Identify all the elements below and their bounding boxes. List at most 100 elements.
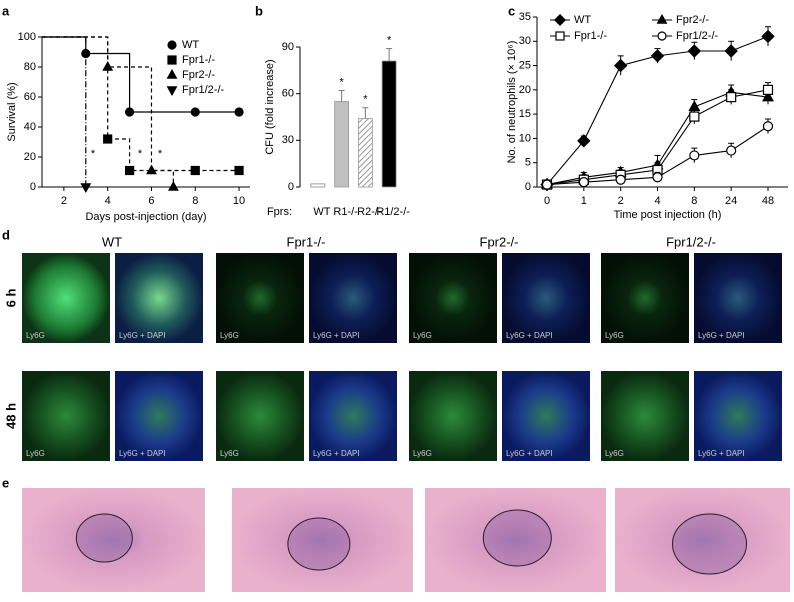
micrograph [502, 253, 590, 343]
micrograph [694, 253, 782, 343]
x-tick-label: 48 [762, 195, 774, 207]
legend-label: Fpr2-/- [182, 69, 215, 81]
image-label: Ly6G [413, 449, 432, 458]
marker [724, 44, 738, 58]
lesion-outline [75, 513, 133, 563]
x-tick-label: 2 [618, 195, 624, 207]
y-axis-label: CFU (fold increase) [264, 59, 276, 154]
row-label: 48 h [3, 403, 18, 429]
micrograph [601, 371, 689, 461]
marker [146, 164, 157, 175]
image-label: Ly6G + DAPI [698, 449, 745, 458]
x-tick-label: R1/2-/- [376, 206, 410, 218]
annotation: * [387, 34, 392, 46]
marker [167, 40, 177, 50]
y-tick-label: 90 [282, 41, 294, 53]
marker [190, 107, 200, 117]
lesion-outline [482, 509, 552, 567]
micrograph [309, 253, 397, 343]
x-prefix: Fprs: [267, 206, 292, 218]
marker [726, 145, 737, 156]
x-tick-label: 0 [544, 195, 550, 207]
image-label: Ly6G [26, 449, 45, 458]
y-axis-label: Survival (%) [6, 82, 18, 141]
micrograph [115, 253, 203, 343]
image-label: Ly6G + DAPI [119, 449, 166, 458]
marker [615, 174, 626, 185]
x-tick-label: 4 [105, 195, 111, 207]
marker [234, 165, 244, 176]
y-tick-label: 20 [24, 151, 36, 163]
y-tick-label: 30 [519, 35, 531, 47]
y-tick-label: 100 [18, 31, 36, 43]
marker [167, 55, 177, 65]
micrograph [115, 371, 203, 461]
annotation: * [138, 148, 143, 160]
legend-label: WT [574, 14, 591, 26]
marker [726, 92, 737, 103]
x-tick-label: 2 [61, 195, 67, 207]
image-label: Ly6G [605, 331, 624, 340]
annotation: * [363, 94, 368, 106]
marker [541, 179, 553, 190]
panel-label: e [2, 475, 9, 490]
image-label: Ly6G [220, 331, 239, 340]
legend-label: Fpr1-/- [182, 54, 215, 66]
x-tick-label: 24 [725, 195, 737, 207]
x-tick-label: R1-/- [333, 206, 358, 218]
column-label: Fpr2-/- [480, 234, 519, 249]
micrograph [22, 253, 110, 343]
y-tick-label: 35 [519, 11, 531, 23]
column-label: WT [102, 234, 122, 249]
marker [613, 58, 628, 73]
panel-label: b [255, 3, 263, 18]
bar [310, 183, 326, 188]
image-label: Ly6G [220, 449, 239, 458]
x-tick-label: 6 [148, 195, 154, 207]
legend-label: Fpr1-/- [574, 30, 607, 42]
marker [657, 31, 667, 41]
marker [234, 107, 244, 117]
micrograph [502, 371, 590, 461]
x-axis-label: Time post injection (h) [614, 209, 722, 221]
micrograph [22, 371, 110, 461]
marker [652, 172, 663, 183]
y-tick-label: 0 [525, 181, 531, 193]
x-tick-label: 4 [654, 195, 660, 207]
image-label: Ly6G [413, 331, 432, 340]
marker [166, 86, 178, 97]
annotation: * [158, 148, 163, 160]
y-tick-label: 60 [24, 91, 36, 103]
marker [103, 134, 113, 144]
marker [689, 150, 700, 161]
survival-line [42, 36, 174, 187]
marker [656, 13, 668, 24]
annotation: * [339, 76, 344, 88]
y-tick-label: 40 [24, 121, 36, 133]
lesion-outline [287, 517, 351, 571]
image-label: Ly6G + DAPI [313, 331, 360, 340]
x-tick-label: 10 [233, 195, 245, 207]
marker [650, 49, 665, 63]
annotation: * [91, 148, 96, 160]
marker [553, 13, 567, 27]
x-tick-label: WT [313, 206, 330, 218]
marker [124, 165, 135, 176]
image-label: Ly6G + DAPI [119, 331, 166, 340]
column-label: Fpr1-/- [287, 234, 326, 249]
marker [167, 180, 179, 191]
micrograph [601, 253, 689, 343]
marker [81, 48, 91, 59]
marker [190, 165, 200, 176]
marker [762, 84, 774, 95]
micrograph [216, 371, 304, 461]
y-tick-label: 15 [519, 108, 531, 120]
micrograph [216, 253, 304, 343]
x-tick-label: 8 [192, 195, 198, 207]
legend-label: WT [182, 39, 199, 51]
marker [578, 177, 589, 188]
x-axis-label: Days post-injection (day) [85, 211, 206, 223]
marker [102, 60, 114, 71]
y-tick-label: 80 [24, 61, 36, 73]
